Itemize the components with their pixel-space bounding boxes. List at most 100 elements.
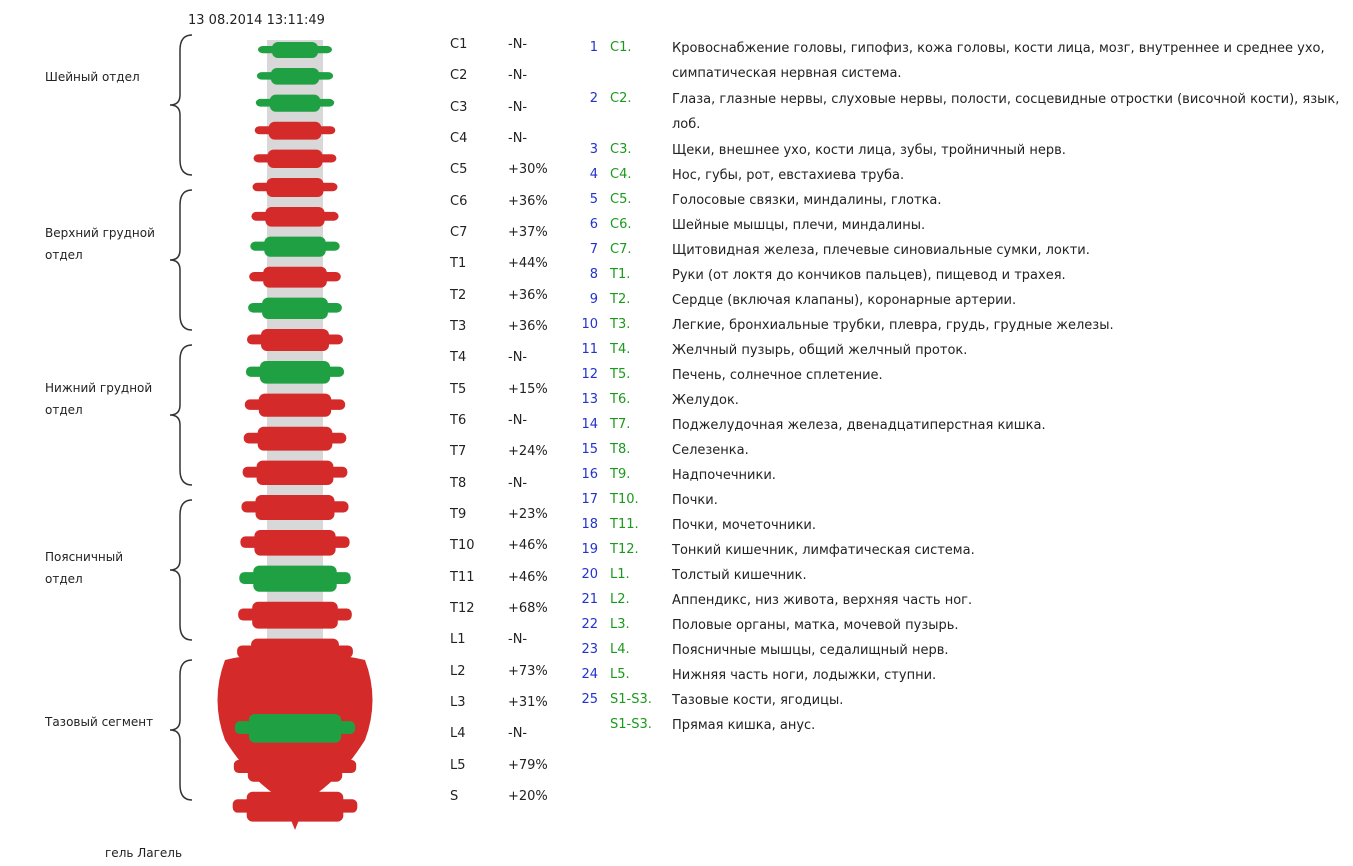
level-name: T1 (450, 256, 467, 272)
item-text: Глаза, глазные нервы, слуховые нервы, по… (672, 92, 1340, 133)
item-number: 18 (581, 517, 598, 532)
level-name: C7 (450, 224, 468, 240)
item-text: Почки. (672, 493, 718, 508)
item-text: Поджелудочная железа, двенадцатиперстная… (672, 418, 1046, 433)
vertebra (255, 495, 335, 520)
item-text: Сердце (включая клапаны), коронарные арт… (672, 293, 1017, 308)
item-code: T9. (610, 467, 631, 482)
level-name: C6 (450, 193, 468, 209)
item-code: C4. (610, 167, 632, 182)
vertebra (253, 565, 337, 592)
vertebra (261, 329, 329, 351)
item-text: Селезенка. (672, 443, 749, 458)
item-number: 9 (589, 292, 598, 307)
level-name: T3 (450, 318, 467, 334)
level-value: +36% (508, 287, 548, 303)
level-value: +31% (508, 694, 548, 710)
section-label: Нижний грудной отдел (45, 381, 153, 417)
vertebra (267, 149, 323, 168)
level-value: -N- (508, 130, 528, 146)
level-name: C1 (450, 37, 468, 52)
level-name: T12 (450, 600, 475, 616)
vertebra (272, 42, 318, 58)
vertebra (270, 68, 320, 85)
level-value: +24% (508, 444, 548, 460)
item-text: Кровоснабжение головы, гипофиз, кожа гол… (672, 41, 1325, 82)
level-name: C2 (450, 68, 468, 84)
level-name: L2 (450, 663, 466, 679)
vertebra (252, 601, 338, 629)
item-code: T3. (610, 317, 631, 332)
item-text: Тонкий кишечник, лимфатическая система. (672, 543, 975, 558)
level-name: T4 (450, 350, 467, 366)
level-name: T2 (450, 287, 467, 303)
item-number: 14 (581, 417, 598, 432)
item-code: L2. (610, 592, 630, 607)
item-code: S1-S3. (610, 692, 652, 707)
item-code: T7. (610, 417, 631, 432)
level-name: T9 (450, 506, 467, 522)
item-code: C2. (610, 91, 632, 106)
level-value: +23% (508, 506, 548, 522)
item-code: C5. (610, 192, 632, 207)
item-code: T10. (610, 492, 639, 507)
vertebra (258, 393, 332, 417)
item-number: 7 (589, 242, 598, 257)
item-number: 12 (581, 367, 598, 382)
level-name: L5 (450, 757, 466, 773)
section-label: Поясничный отдел (45, 550, 124, 586)
item-text: Голосовые связки, миндалины, глотка. (672, 193, 942, 208)
level-value: +44% (508, 256, 548, 272)
vertebra (246, 791, 344, 822)
vertebra (268, 121, 322, 140)
item-text: Нижняя часть ноги, лодыжки, ступни. (672, 668, 937, 683)
vertebra (247, 752, 343, 782)
section-label: Тазовый сегмент (45, 715, 154, 729)
item-code: T1. (610, 267, 631, 282)
item-code: L5. (610, 667, 630, 682)
item-text: Шейные мышцы, плечи, миндалины. (672, 218, 926, 233)
vertebra (259, 361, 331, 384)
vertebra (262, 297, 328, 319)
item-code: T6. (610, 392, 631, 407)
vertebra (254, 530, 336, 556)
level-value: +36% (508, 318, 548, 334)
level-value: -N- (508, 475, 528, 491)
level-value: -N- (508, 99, 528, 115)
item-text: Легкие, бронхиальные трубки, плевра, гру… (672, 318, 1114, 333)
item-text: Тазовые кости, ягодицы. (672, 693, 844, 708)
level-value: -N- (508, 37, 528, 52)
vertebra (256, 460, 334, 485)
level-value: +15% (508, 381, 548, 397)
item-number: 25 (581, 692, 598, 707)
footer: гель Лагель (105, 846, 183, 860)
level-name: S (450, 788, 459, 804)
item-text: Надпочечники. (672, 468, 776, 483)
vertebra (248, 714, 342, 743)
level-name: L1 (450, 632, 466, 648)
item-code: T5. (610, 367, 631, 382)
item-code: C7. (610, 242, 632, 257)
level-name: C3 (450, 99, 468, 115)
item-number: 20 (581, 567, 598, 582)
level-value: +36% (508, 193, 548, 209)
timestamp: 13 08.2014 13:11:49 (188, 13, 325, 28)
level-name: T10 (450, 538, 475, 554)
item-number: 17 (581, 492, 598, 507)
level-value: -N- (508, 632, 528, 648)
item-number: 3 (589, 142, 598, 157)
item-number: 10 (581, 317, 598, 332)
section-brackets (169, 34, 193, 801)
item-number: 19 (581, 542, 598, 557)
level-value: -N- (508, 350, 528, 366)
item-number: 6 (589, 217, 598, 232)
level-value: +79% (508, 757, 548, 773)
vertebra (263, 266, 327, 288)
item-code: C6. (610, 217, 632, 232)
level-value: -N- (508, 726, 528, 742)
vertebra (251, 638, 339, 666)
vertebra (265, 207, 325, 227)
item-code: S1-S3. (610, 717, 652, 732)
item-text: Руки (от локтя до кончиков пальцев), пищ… (672, 268, 1066, 283)
